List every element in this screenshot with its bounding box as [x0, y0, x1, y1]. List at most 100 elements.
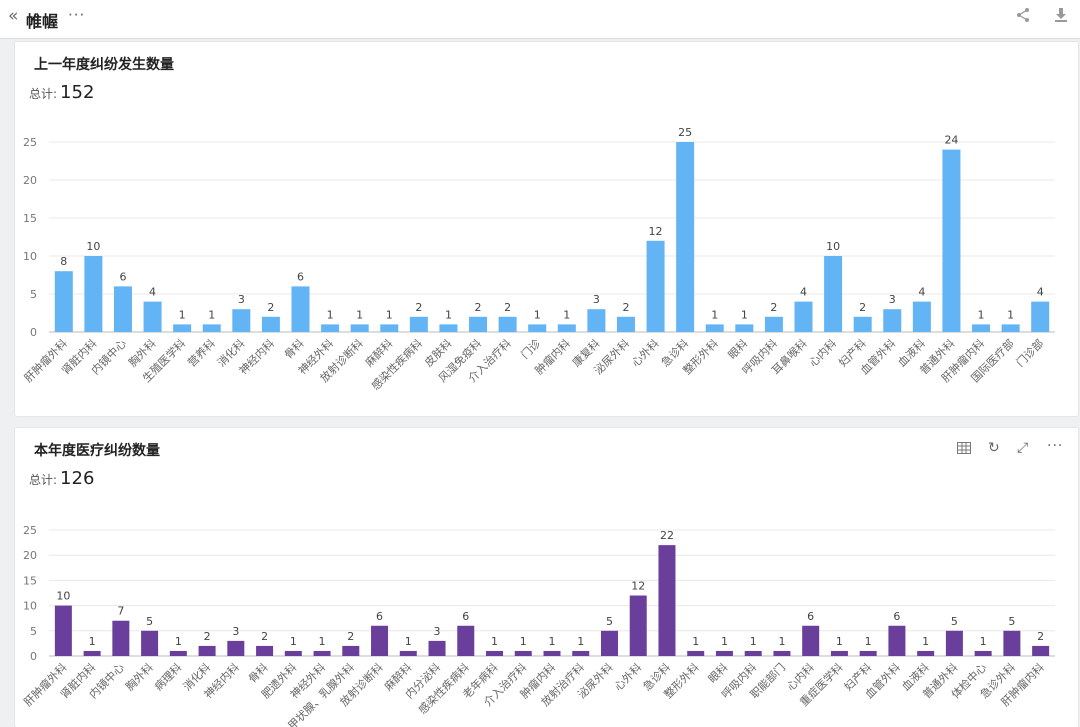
bar[interactable] [227, 640, 245, 656]
data-label: 25 [678, 126, 692, 139]
bar[interactable] [169, 650, 187, 656]
bar[interactable] [824, 256, 843, 332]
data-label: 1 [865, 635, 872, 648]
bar[interactable] [457, 625, 475, 656]
bar[interactable] [676, 142, 695, 332]
bar[interactable] [883, 309, 902, 332]
bar[interactable] [859, 650, 877, 656]
data-label: 2 [347, 630, 354, 643]
y-tick-label: 15 [23, 574, 37, 587]
y-tick-label: 5 [30, 288, 37, 301]
bar[interactable] [173, 324, 192, 332]
bar[interactable] [974, 650, 992, 656]
bar[interactable] [498, 316, 517, 332]
bar[interactable] [514, 650, 532, 656]
bar[interactable] [764, 316, 783, 332]
bar[interactable] [202, 324, 221, 332]
data-label: 1 [175, 635, 182, 648]
table-icon[interactable] [957, 442, 971, 458]
data-label: 4 [1037, 286, 1044, 299]
bar[interactable] [198, 645, 216, 656]
bar[interactable] [1031, 301, 1050, 332]
bar[interactable] [256, 645, 274, 656]
bar[interactable] [439, 324, 458, 332]
bar[interactable] [83, 650, 101, 656]
data-label: 1 [778, 635, 785, 648]
bar[interactable] [486, 650, 504, 656]
bar[interactable] [399, 650, 417, 656]
bar[interactable] [380, 324, 399, 332]
bar[interactable] [321, 324, 340, 332]
bar[interactable] [773, 650, 791, 656]
bar[interactable] [629, 595, 647, 656]
ellipsis-icon[interactable]: ··· [68, 6, 86, 24]
more-icon[interactable]: ··· [1047, 438, 1064, 454]
bar[interactable] [1001, 324, 1020, 332]
bar[interactable] [113, 286, 132, 332]
y-tick-label: 5 [30, 625, 37, 638]
bar[interactable] [794, 301, 813, 332]
bar[interactable] [1003, 630, 1021, 656]
bar[interactable] [261, 316, 280, 332]
bar[interactable] [291, 286, 310, 332]
share-icon[interactable] [1015, 7, 1031, 28]
data-label: 12 [631, 580, 645, 593]
bar[interactable] [284, 650, 302, 656]
bar[interactable] [232, 309, 251, 332]
expand-icon[interactable]: ⤢ [1017, 440, 1029, 456]
bar[interactable] [587, 309, 606, 332]
bar[interactable] [112, 620, 130, 656]
double-chevron-left-icon[interactable]: « [8, 6, 19, 26]
bar[interactable] [371, 625, 389, 656]
download-icon[interactable] [1054, 7, 1068, 27]
x-tick-label: 胸外科 [122, 660, 155, 693]
y-tick-label: 20 [23, 549, 37, 562]
bar[interactable] [469, 316, 488, 332]
bar[interactable] [143, 301, 162, 332]
bar[interactable] [945, 630, 963, 656]
data-label: 1 [405, 635, 412, 648]
data-label: 1 [692, 635, 699, 648]
bar[interactable] [646, 240, 665, 332]
bar[interactable] [342, 645, 360, 656]
bar[interactable] [853, 316, 872, 332]
data-label: 4 [918, 286, 925, 299]
x-tick-label: 肝肿瘤外科 [21, 336, 70, 385]
bar[interactable] [313, 650, 331, 656]
bar-chart-this-year: 051015202510肝肿瘤外科1肾脏内科7内镜中心5胸外科1病理科2消化科3… [21, 524, 1055, 727]
data-label: 1 [319, 635, 326, 648]
bar[interactable] [600, 630, 618, 656]
bar[interactable] [141, 630, 159, 656]
bar[interactable] [428, 640, 446, 656]
x-tick-label: 骨科 [281, 336, 306, 361]
bar[interactable] [54, 605, 72, 656]
data-label: 1 [711, 308, 718, 321]
bar[interactable] [543, 650, 561, 656]
bar[interactable] [735, 324, 754, 332]
bar[interactable] [1032, 645, 1050, 656]
bar[interactable] [888, 625, 906, 656]
bar[interactable] [54, 271, 73, 332]
bar[interactable] [802, 625, 820, 656]
bar[interactable] [715, 650, 733, 656]
bar[interactable] [912, 301, 931, 332]
bar[interactable] [687, 650, 705, 656]
bar[interactable] [557, 324, 576, 332]
data-label: 1 [520, 635, 527, 648]
bar[interactable] [616, 316, 635, 332]
bar[interactable] [350, 324, 369, 332]
bar[interactable] [917, 650, 935, 656]
bar[interactable] [942, 149, 961, 332]
bar[interactable] [972, 324, 991, 332]
bar[interactable] [658, 545, 676, 656]
bar[interactable] [572, 650, 590, 656]
bar[interactable] [830, 650, 848, 656]
bar[interactable] [409, 316, 428, 332]
refresh-icon[interactable]: ↻ [988, 440, 1000, 456]
bar[interactable] [705, 324, 724, 332]
total-value: 126 [60, 468, 95, 489]
bar[interactable] [744, 650, 762, 656]
bar[interactable] [528, 324, 547, 332]
bar[interactable] [84, 256, 103, 332]
y-tick-label: 25 [23, 524, 37, 537]
